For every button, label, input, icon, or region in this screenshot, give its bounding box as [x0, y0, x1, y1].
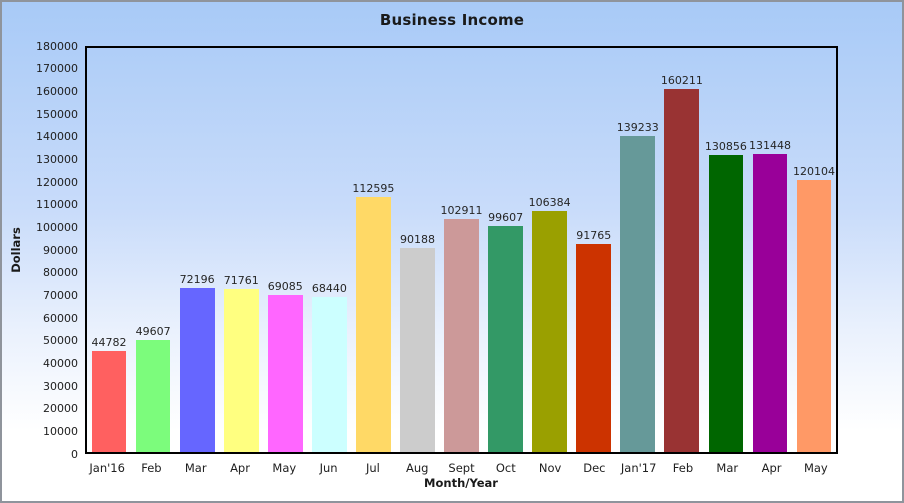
y-tick-label: 30000: [43, 379, 78, 393]
y-tick-label: 110000: [36, 198, 78, 212]
bar-slot: 69085: [263, 48, 307, 452]
bar-value-label: 44782: [91, 335, 127, 349]
bar-value-label: 102911: [440, 203, 483, 217]
bar-mar: [179, 288, 215, 452]
bar-jan17: [620, 136, 656, 452]
bar-slot: 120104: [792, 48, 836, 452]
y-tick-label: 60000: [43, 311, 78, 325]
bar-jul: [356, 196, 391, 452]
bar-slot: 99607: [484, 48, 528, 452]
x-tick-label: Jan'17: [620, 461, 657, 475]
bar-value-label: 99607: [488, 211, 524, 225]
bar-value-label: 71761: [223, 274, 259, 288]
bar-slot: 91765: [572, 48, 616, 452]
y-tick-label: 80000: [43, 266, 78, 280]
bar-apr: [223, 289, 259, 452]
bar-slot: 112595: [351, 48, 395, 452]
x-tick-label: Apr: [761, 461, 782, 475]
bar-slot: 106384: [528, 48, 572, 452]
bar-apr: [752, 154, 788, 452]
bar-jun: [311, 296, 347, 452]
bar-nov: [532, 210, 568, 452]
bar-slot: 71761: [219, 48, 263, 452]
bar-value-label: 139233: [616, 121, 659, 135]
y-tick-label: 130000: [36, 152, 78, 166]
bar-value-label: 106384: [528, 195, 571, 209]
bar-value-label: 69085: [267, 280, 303, 294]
x-tick-label: Oct: [495, 461, 516, 475]
bar-mar: [708, 155, 744, 452]
bar-may: [267, 295, 303, 452]
y-tick-label: 170000: [36, 62, 78, 76]
x-tick-label: Mar: [184, 461, 207, 475]
bar-value-label: 130856: [704, 140, 747, 154]
y-tick-label: 140000: [36, 130, 78, 144]
x-tick-label: May: [803, 461, 828, 475]
bar-dec: [576, 244, 612, 452]
x-axis-title: Month/Year: [424, 476, 498, 490]
bar-value-label: 120104: [793, 164, 836, 178]
bar-slot: 160211: [660, 48, 704, 452]
bar-value-label: 160211: [660, 73, 703, 87]
y-tick-label: 10000: [43, 424, 78, 438]
x-tick-label: Sept: [448, 461, 475, 475]
x-tick-label: Feb: [672, 461, 694, 475]
bar-jan16: [91, 350, 127, 452]
bar-slot: 72196: [175, 48, 219, 452]
bar-value-label: 68440: [311, 281, 347, 295]
bar-value-label: 90188: [399, 232, 435, 246]
bar-value-label: 112595: [352, 181, 395, 195]
y-tick-label: 20000: [43, 402, 78, 416]
x-tick-label: Apr: [230, 461, 250, 475]
plot-area: 44782 49607 72196 71761 69085 68440 112595 9018…: [85, 46, 838, 454]
x-tick-label: May: [272, 461, 297, 475]
y-tick-label: 40000: [43, 356, 78, 370]
y-tick-label: 100000: [36, 220, 78, 234]
bar-value-label: 72196: [179, 273, 215, 287]
y-tick-label: 70000: [43, 288, 78, 302]
bar-slot: 68440: [307, 48, 351, 452]
bar-slot: 90188: [395, 48, 439, 452]
bar-slot: 102911: [440, 48, 484, 452]
bar-sept: [444, 218, 479, 452]
bar-slot: 49607: [131, 48, 175, 452]
x-tick-label: Nov: [538, 461, 562, 475]
bar-series: 44782 49607 72196 71761 69085 68440 112595 9018…: [87, 48, 836, 452]
y-tick-label: 180000: [36, 39, 78, 53]
bar-slot: 131448: [748, 48, 792, 452]
y-tick-label: 50000: [43, 334, 78, 348]
bar-feb: [135, 339, 171, 452]
x-tick-label: Jan'16: [89, 461, 125, 475]
x-tick-label: Dec: [583, 461, 606, 475]
y-tick-label: 160000: [36, 84, 78, 98]
y-axis-tick-labels: 0 10000 20000 30000 40000 50000 60000 70000 8000…: [2, 2, 78, 501]
x-tick-label: Feb: [141, 461, 162, 475]
bar-aug: [400, 247, 435, 452]
bar-slot: 139233: [616, 48, 660, 452]
bar-value-label: 131448: [748, 139, 791, 153]
bar-slot: 130856: [704, 48, 748, 452]
bar-slot: 44782: [87, 48, 131, 452]
bar-feb: [664, 88, 700, 452]
bar-value-label: 91765: [576, 229, 612, 242]
x-tick-label: Mar: [716, 461, 739, 475]
bar-value-label: 49607: [135, 324, 171, 338]
y-tick-label: 0: [71, 447, 78, 461]
x-tick-label: Aug: [405, 461, 429, 475]
bar-oct: [488, 226, 523, 452]
chart-title: Business Income: [379, 11, 525, 29]
y-tick-label: 150000: [36, 107, 78, 121]
bar-may: [796, 179, 832, 452]
y-tick-label: 120000: [36, 175, 78, 189]
y-tick-label: 90000: [43, 243, 78, 257]
x-tick-label: Jul: [365, 461, 380, 475]
x-tick-label: Jun: [319, 461, 338, 475]
